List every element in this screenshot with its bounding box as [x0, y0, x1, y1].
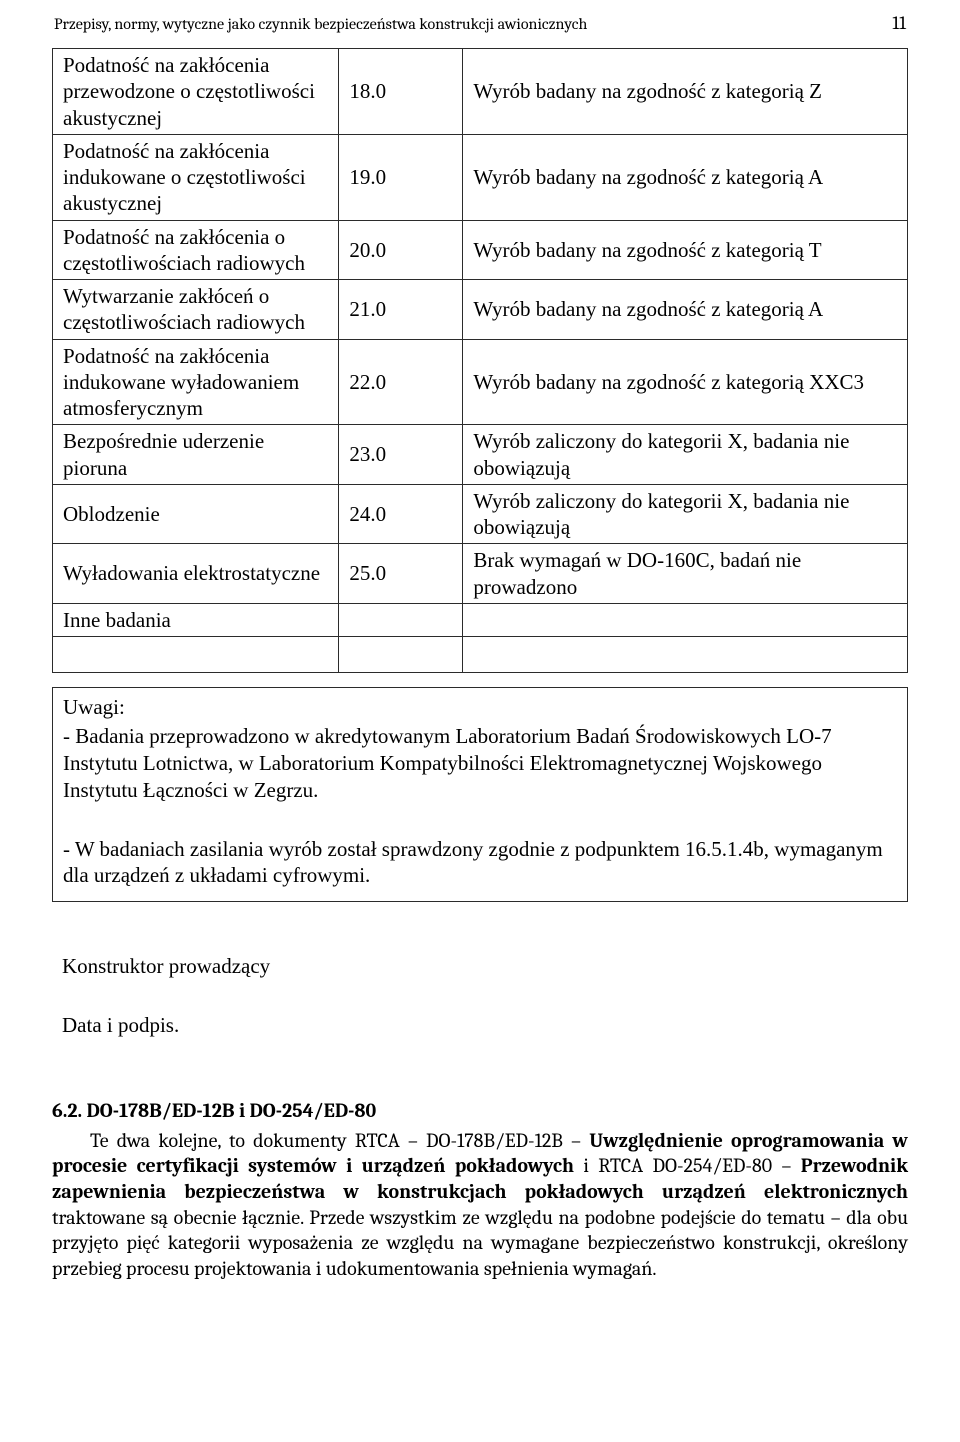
- signature-line-1: Konstruktor prowadzący: [62, 954, 908, 979]
- section-heading: 6.2. DO-178B/ED-12B i DO-254/ED-80: [52, 1098, 908, 1124]
- table-cell: 24.0: [339, 484, 463, 544]
- remarks-note-2: - W badaniach zasilania wyrób został spr…: [63, 836, 899, 890]
- table-cell: Inne badania: [53, 603, 339, 636]
- body-paragraph: Te dwa kolejne, to dokumenty RTCA – DO-1…: [52, 1128, 908, 1282]
- running-header-title: Przepisy, normy, wytyczne jako czynnik b…: [54, 15, 587, 33]
- remarks-label: Uwagi:: [63, 694, 899, 721]
- table-cell: 25.0: [339, 544, 463, 604]
- table-cell: [463, 637, 908, 673]
- qualification-table: Podatność na zakłócenia przewodzone o cz…: [52, 48, 908, 673]
- table-cell: [339, 637, 463, 673]
- table-cell: Bezpośrednie uderzenie pioruna: [53, 425, 339, 485]
- table-cell: 23.0: [339, 425, 463, 485]
- table-row: Bezpośrednie uderzenie pioruna 23.0 Wyró…: [53, 425, 908, 485]
- table-row: Podatność na zakłócenia indukowane wyład…: [53, 339, 908, 425]
- table-row: Podatność na zakłócenia przewodzone o cz…: [53, 49, 908, 135]
- table-cell: Brak wymagań w DO-160C, badań nie prowad…: [463, 544, 908, 604]
- remarks-box: Uwagi: - Badania przeprowadzono w akredy…: [52, 687, 908, 902]
- table-cell: Podatność na zakłócenia indukowane wyład…: [53, 339, 339, 425]
- table-cell: [339, 603, 463, 636]
- table-cell: Oblodzenie: [53, 484, 339, 544]
- table-cell: 22.0: [339, 339, 463, 425]
- table-cell: 18.0: [339, 49, 463, 135]
- table-cell: 19.0: [339, 134, 463, 220]
- table-row: Inne badania: [53, 603, 908, 636]
- table-cell: Wyrób zaliczony do kategorii X, badania …: [463, 484, 908, 544]
- body-p1-suffix: traktowane są obecnie łącznie. Przede ws…: [52, 1206, 908, 1280]
- table-cell: Wyrób badany na zgodność z kategorią T: [463, 220, 908, 280]
- remarks-note-1: - Badania przeprowadzono w akredytowanym…: [63, 723, 899, 804]
- table-cell: Wyrób zaliczony do kategorii X, badania …: [463, 425, 908, 485]
- table-row: Wytwarzanie zakłóceń o częstotliwościach…: [53, 280, 908, 340]
- table-cell: Podatność na zakłócenia indukowane o czę…: [53, 134, 339, 220]
- table-cell: [463, 603, 908, 636]
- table-cell: Podatność na zakłócenia o częstotliwości…: [53, 220, 339, 280]
- table-cell: Wyładowania elektrostatyczne: [53, 544, 339, 604]
- table-cell: 20.0: [339, 220, 463, 280]
- table-row: Wyładowania elektrostatyczne 25.0 Brak w…: [53, 544, 908, 604]
- table-cell: Wyrób badany na zgodność z kategorią A: [463, 280, 908, 340]
- body-text: 6.2. DO-178B/ED-12B i DO-254/ED-80 Te dw…: [52, 1098, 908, 1281]
- table-row: Podatność na zakłócenia o częstotliwości…: [53, 220, 908, 280]
- table-cell: 21.0: [339, 280, 463, 340]
- table-cell: Wyrób badany na zgodność z kategorią A: [463, 134, 908, 220]
- body-p1-mid: i RTCA DO-254/ED-80 –: [574, 1154, 801, 1177]
- table-cell: Wyrób badany na zgodność z kategorią Z: [463, 49, 908, 135]
- table-row: Oblodzenie 24.0 Wyrób zaliczony do kateg…: [53, 484, 908, 544]
- table-row-empty: [53, 637, 908, 673]
- table-cell: [53, 637, 339, 673]
- signature-block: Konstruktor prowadzący Data i podpis.: [52, 954, 908, 1038]
- page-number: 11: [892, 12, 906, 34]
- body-p1-prefix: Te dwa kolejne, to dokumenty RTCA – DO-1…: [90, 1129, 589, 1152]
- table-cell: Wytwarzanie zakłóceń o częstotliwościach…: [53, 280, 339, 340]
- table-cell: Wyrób badany na zgodność z kategorią XXC…: [463, 339, 908, 425]
- signature-line-2: Data i podpis.: [62, 1013, 908, 1038]
- running-header: Przepisy, normy, wytyczne jako czynnik b…: [52, 12, 908, 34]
- table-row: Podatność na zakłócenia indukowane o czę…: [53, 134, 908, 220]
- table-cell: Podatność na zakłócenia przewodzone o cz…: [53, 49, 339, 135]
